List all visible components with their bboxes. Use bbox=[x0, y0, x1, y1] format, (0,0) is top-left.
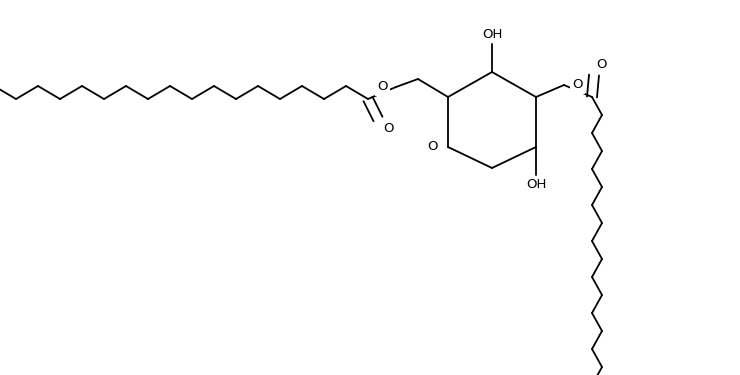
Text: O: O bbox=[596, 58, 607, 72]
Text: O: O bbox=[377, 81, 388, 93]
Text: O: O bbox=[383, 123, 394, 135]
Text: O: O bbox=[428, 141, 438, 153]
Text: OH: OH bbox=[482, 27, 502, 40]
Text: O: O bbox=[572, 78, 582, 92]
Text: OH: OH bbox=[526, 178, 546, 192]
